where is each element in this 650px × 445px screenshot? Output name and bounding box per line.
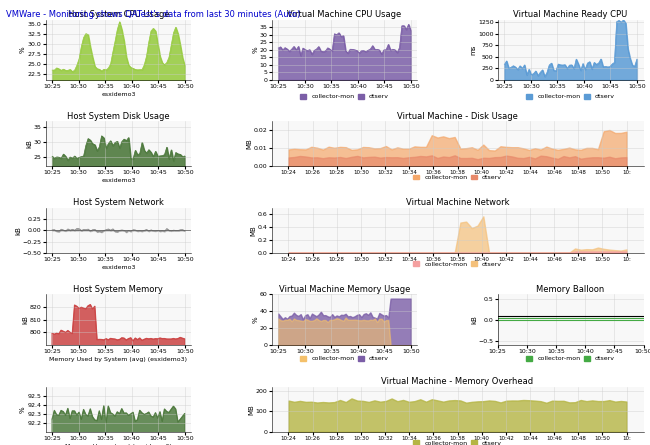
Y-axis label: ms: ms [471, 44, 476, 55]
Legend: collector-mon, dtserv: collector-mon, dtserv [300, 356, 389, 361]
Y-axis label: kB: kB [471, 316, 477, 324]
Title: Host System Disk Usage: Host System Disk Usage [67, 112, 170, 121]
Title: Memory Balloon: Memory Balloon [536, 285, 604, 294]
Title: Virtual Machine - Disk Usage: Virtual Machine - Disk Usage [397, 112, 518, 121]
Title: Host System CPU Usage: Host System CPU Usage [68, 10, 169, 19]
Title: Virtual Machine Memory Usage: Virtual Machine Memory Usage [279, 285, 410, 294]
X-axis label: esxidemo3: esxidemo3 [101, 178, 136, 183]
Legend: collector-mon, dtserv: collector-mon, dtserv [413, 174, 502, 180]
Legend: collector-mon, dtserv: collector-mon, dtserv [526, 94, 615, 99]
Legend: collector-mon, dtserv: collector-mon, dtserv [526, 356, 615, 361]
Legend: collector-mon, dtserv: collector-mon, dtserv [300, 94, 389, 99]
X-axis label: Memory Used by System (avg) (esxidemo3): Memory Used by System (avg) (esxidemo3) [49, 357, 187, 362]
Y-axis label: %: % [20, 47, 26, 53]
Y-axis label: kB: kB [26, 139, 32, 148]
Y-axis label: MB: MB [248, 404, 254, 415]
Title: Virtual Machine - Memory Overhead: Virtual Machine - Memory Overhead [382, 377, 534, 386]
Y-axis label: %: % [252, 316, 258, 323]
Y-axis label: MB: MB [250, 225, 256, 236]
Y-axis label: MB: MB [246, 138, 252, 149]
Title: Virtual Machine CPU Usage: Virtual Machine CPU Usage [287, 10, 402, 19]
Legend: collector-mon, dtserv: collector-mon, dtserv [413, 440, 502, 445]
X-axis label: Memory Usage (avg) (esxidemo3): Memory Usage (avg) (esxidemo3) [65, 444, 172, 445]
X-axis label: esxidemo3: esxidemo3 [101, 265, 136, 270]
Y-axis label: %: % [252, 47, 258, 53]
Title: Virtual Machine Network: Virtual Machine Network [406, 198, 510, 207]
Y-axis label: kB: kB [22, 316, 28, 324]
Title: Virtual Machine Ready CPU: Virtual Machine Ready CPU [514, 10, 628, 19]
Y-axis label: kB: kB [15, 226, 21, 235]
X-axis label: esxidemo3: esxidemo3 [101, 92, 136, 97]
Text: VMWare - Monitoring shows QATest's data from last 30 minutes (Auto): VMWare - Monitoring shows QATest's data … [6, 10, 301, 19]
Title: Host System Memory: Host System Memory [73, 285, 163, 294]
Legend: collector-mon, dtserv: collector-mon, dtserv [413, 261, 502, 267]
Y-axis label: %: % [20, 406, 26, 413]
Title: Host System Network: Host System Network [73, 198, 164, 207]
